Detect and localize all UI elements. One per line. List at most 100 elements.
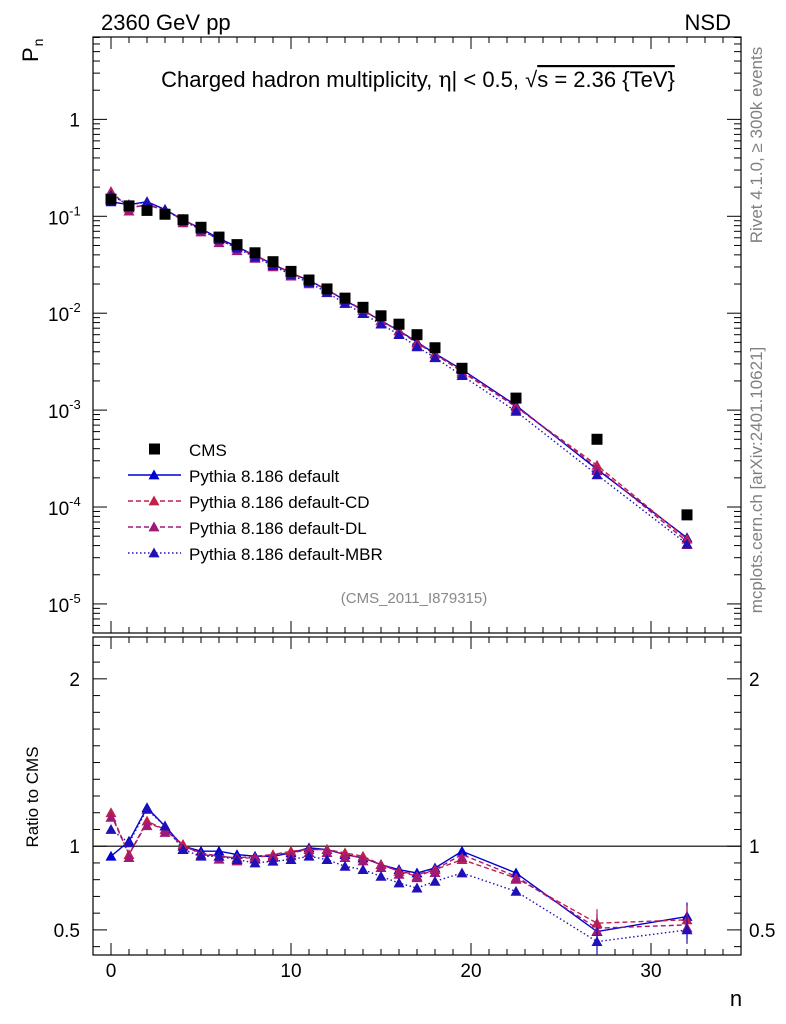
chart-title-part-a: Charged hadron multiplicity,	[161, 67, 438, 92]
ratio-marker-2	[123, 852, 135, 862]
legend: CMS Pythia 8.186 default Pythia 8.186 defa…	[128, 441, 383, 564]
ratio-y-tick-label-right: 0.5	[749, 921, 775, 942]
y-tick-label-base: 10	[48, 208, 69, 229]
ratio-marker-3	[177, 844, 189, 854]
legend-label-2: Pythia 8.186 default-DL	[189, 519, 367, 538]
cms-data-point	[141, 204, 153, 216]
legend-marker-1	[148, 495, 160, 506]
ratio-y-tick-label-left: 2	[69, 670, 80, 691]
ratio-marker-2	[339, 852, 351, 862]
ratio-marker-3	[213, 850, 225, 861]
series-marker-3	[681, 538, 693, 549]
series-marker-1	[591, 459, 603, 470]
cms-data-point	[456, 362, 468, 374]
ratio-marker-2	[321, 847, 333, 857]
ratio-marker-3	[591, 936, 603, 947]
y-tick-label-base: 10	[48, 305, 69, 326]
series-marker-3	[510, 405, 522, 416]
mcplots-credit-label: mcplots.cern.ch [arXiv:2401.10621]	[747, 347, 766, 613]
y-tick-label: 10-2	[48, 300, 81, 326]
cms-data-point	[213, 231, 225, 243]
ratio-marker-3	[195, 850, 207, 861]
ratio-marker-3	[303, 850, 315, 861]
ratio-marker-3	[249, 857, 261, 868]
ratio-marker-3	[285, 854, 297, 864]
ratio-y-tick-label-right: 2	[749, 670, 760, 691]
y-tick-label: 10-4	[48, 494, 81, 520]
x-tick-label: 0	[106, 961, 117, 982]
cms-data-point	[123, 200, 135, 212]
chart-title-part-c: | < 0.5,	[452, 67, 526, 92]
cms-data-point	[105, 193, 117, 205]
chart-title-part-e: s = 2.36 {TeV}	[537, 67, 675, 92]
cms-data-point	[303, 274, 315, 286]
ratio-marker-2	[429, 867, 441, 878]
cms-data-point	[177, 214, 189, 226]
ratio-marker-2	[357, 855, 369, 866]
ratio-panel: 0 10 20 30 0.5 0.5 1 1 2 2	[54, 636, 775, 982]
y-tick-label-exp: -5	[69, 591, 81, 606]
series-marker-3	[141, 196, 153, 207]
ratio-marker-3	[456, 867, 468, 878]
ratio-marker-0	[213, 845, 225, 856]
cms-data-point	[249, 247, 261, 259]
cms-data-point	[321, 283, 333, 295]
y-tick-label: 1	[69, 110, 80, 131]
y-tick-label-exp: -1	[69, 203, 81, 218]
ratio-marker-2	[375, 862, 387, 873]
rivet-version-label: Rivet 4.1.0, ≥ 300k events	[747, 47, 766, 243]
legend-marker-0	[148, 469, 160, 480]
y-tick-label: 10-1	[48, 203, 81, 229]
x-axis-label: n	[730, 986, 742, 1011]
legend-cms-marker	[149, 443, 160, 455]
ratio-marker-0	[456, 845, 468, 856]
ratio-marker-3	[231, 854, 243, 864]
header-left: 2360 GeV pp	[101, 10, 231, 35]
y-tick-label: 10-3	[48, 397, 81, 423]
cms-data-point	[285, 265, 297, 277]
ratio-marker-3	[411, 882, 423, 893]
ratio-marker-3	[123, 837, 135, 848]
series-marker-3	[411, 341, 423, 352]
ratio-marker-3	[429, 875, 441, 886]
main-y-axis-label: Pn	[18, 39, 46, 62]
cms-data-point	[357, 301, 369, 313]
cms-data-point	[411, 329, 423, 341]
series-marker-3	[357, 308, 369, 319]
y-tick-label-base: 10	[48, 499, 69, 520]
x-tick-label: 10	[280, 961, 301, 982]
cms-data-point	[159, 208, 171, 220]
series-marker-3	[393, 329, 405, 340]
cms-data-point	[591, 433, 603, 445]
ratio-line-3	[110, 808, 688, 943]
ratio-y-tick-label-left: 0.5	[54, 921, 80, 942]
ratio-marker-3	[321, 854, 333, 864]
series-marker-3	[429, 352, 441, 363]
ratio-marker-2	[510, 873, 522, 884]
cms-data-point	[231, 239, 243, 251]
ratio-frame	[92, 636, 742, 956]
cms-data-point	[681, 509, 693, 521]
legend-label-0: Pythia 8.186 default	[189, 467, 340, 486]
main-y-axis-label-sub: n	[30, 39, 46, 47]
legend-label-3: Pythia 8.186 default-MBR	[189, 545, 383, 564]
x-tick-label: 20	[460, 961, 481, 982]
chart-title-sqrt: √	[525, 67, 538, 92]
y-tick-label-exp: -4	[69, 494, 81, 509]
chart-title-eta: η	[438, 68, 451, 93]
legend-marker-2	[148, 521, 160, 532]
legend-label-1: Pythia 8.186 default-CD	[189, 493, 370, 512]
ratio-marker-2	[393, 868, 405, 879]
series-line-3	[110, 194, 688, 545]
ratio-marker-2	[141, 820, 153, 831]
legend-marker-3	[148, 547, 160, 558]
y-tick-label-exp: -2	[69, 300, 81, 315]
series-line-2	[110, 191, 688, 543]
chart-title: Charged hadron multiplicity, η| < 0.5, √…	[161, 67, 675, 93]
ratio-y-tick-label-right: 1	[749, 837, 760, 858]
ratio-marker-2	[456, 852, 468, 862]
ratio-marker-2	[105, 811, 117, 822]
series-line-1	[110, 191, 688, 540]
ratio-marker-3	[510, 885, 522, 896]
analysis-id-label: (CMS_2011_I879315)	[341, 590, 487, 607]
